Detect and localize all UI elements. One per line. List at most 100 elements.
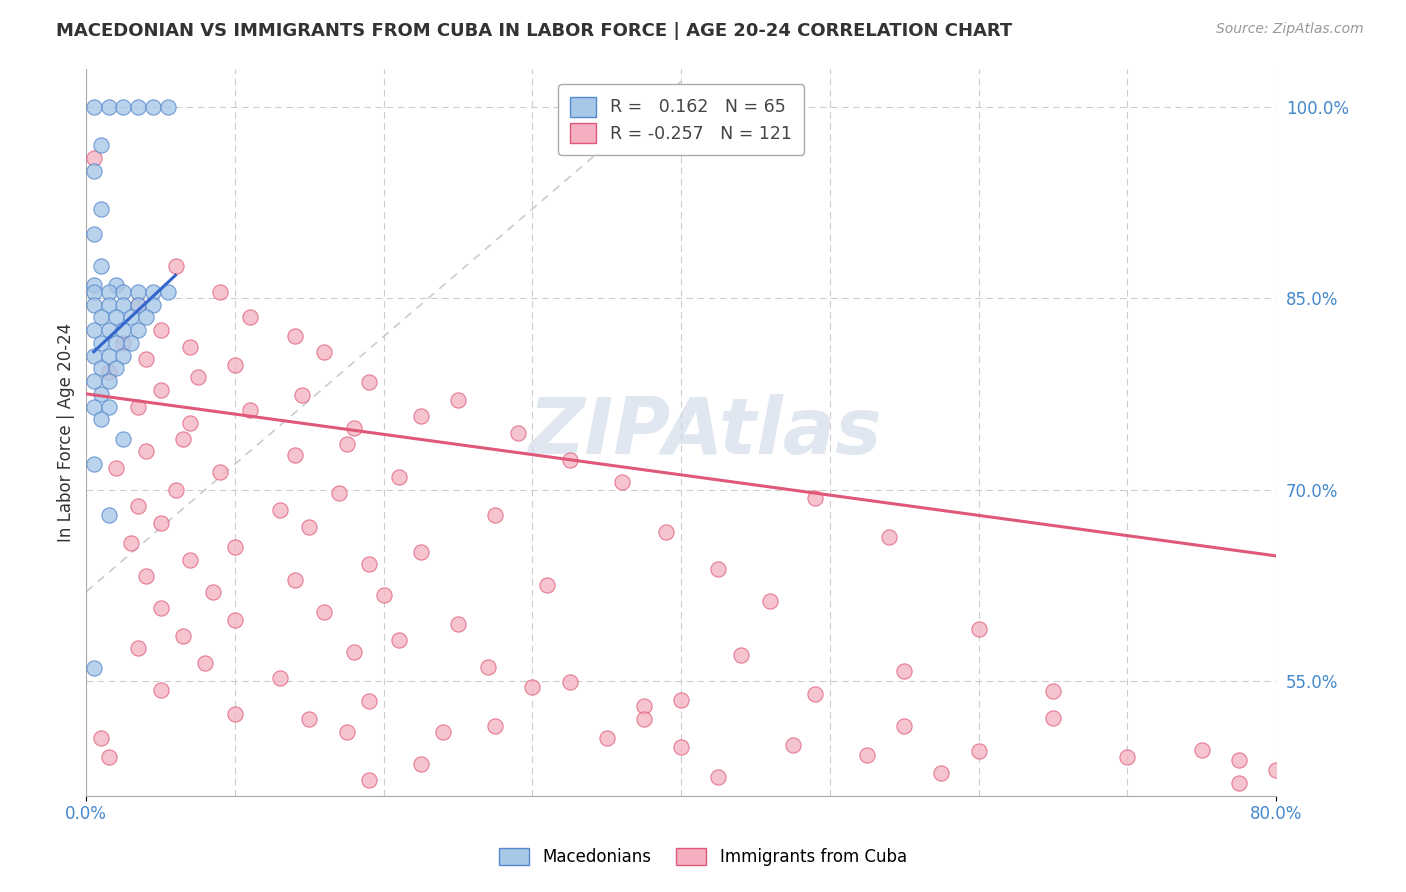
Point — [484, 508, 506, 522]
Point — [1042, 711, 1064, 725]
Point — [157, 100, 180, 114]
Point — [759, 593, 782, 607]
Point — [83, 100, 105, 114]
Point — [283, 573, 305, 587]
Point — [127, 297, 149, 311]
Point — [283, 329, 305, 343]
Point — [1116, 750, 1139, 764]
Point — [314, 605, 336, 619]
Point — [1227, 753, 1250, 767]
Point — [239, 310, 262, 325]
Point — [179, 416, 201, 430]
Point — [298, 519, 321, 533]
Point — [127, 323, 149, 337]
Point — [707, 770, 730, 784]
Point — [804, 687, 827, 701]
Point — [707, 562, 730, 576]
Point — [409, 409, 432, 423]
Point — [142, 285, 165, 299]
Point — [149, 383, 172, 397]
Point — [596, 731, 619, 746]
Point — [931, 765, 953, 780]
Point — [90, 387, 112, 401]
Point — [298, 712, 321, 726]
Point — [179, 552, 201, 566]
Point — [343, 644, 366, 658]
Point — [669, 740, 692, 755]
Point — [165, 260, 187, 274]
Point — [90, 310, 112, 325]
Point — [127, 499, 149, 513]
Point — [879, 530, 901, 544]
Point — [127, 640, 149, 655]
Point — [149, 516, 172, 530]
Point — [409, 756, 432, 771]
Point — [97, 400, 120, 414]
Point — [893, 718, 915, 732]
Point — [112, 349, 135, 363]
Point — [209, 285, 232, 299]
Point — [83, 374, 105, 388]
Point — [730, 648, 752, 663]
Point — [335, 725, 357, 739]
Point — [536, 578, 558, 592]
Point — [388, 470, 411, 484]
Point — [127, 297, 149, 311]
Point — [893, 664, 915, 678]
Point — [90, 412, 112, 426]
Point — [97, 349, 120, 363]
Point — [83, 400, 105, 414]
Point — [120, 335, 142, 350]
Point — [224, 358, 246, 372]
Point — [224, 540, 246, 554]
Point — [135, 444, 157, 458]
Point — [967, 622, 990, 636]
Point — [97, 323, 120, 337]
Point — [112, 100, 135, 114]
Point — [112, 297, 135, 311]
Point — [373, 589, 395, 603]
Point — [97, 285, 120, 299]
Point — [90, 202, 112, 216]
Point — [432, 725, 454, 739]
Point — [135, 310, 157, 325]
Point — [83, 227, 105, 242]
Point — [97, 297, 120, 311]
Point — [201, 584, 224, 599]
Point — [357, 376, 380, 390]
Point — [83, 297, 105, 311]
Point — [112, 432, 135, 446]
Point — [291, 388, 314, 402]
Point — [97, 100, 120, 114]
Point — [856, 747, 879, 762]
Point — [105, 335, 128, 350]
Point — [484, 718, 506, 732]
Point — [112, 323, 135, 337]
Point — [224, 707, 246, 722]
Point — [239, 403, 262, 417]
Point — [558, 453, 581, 467]
Point — [669, 693, 692, 707]
Point — [172, 629, 194, 643]
Point — [157, 285, 180, 299]
Legend: Macedonians, Immigrants from Cuba: Macedonians, Immigrants from Cuba — [491, 840, 915, 875]
Point — [409, 545, 432, 559]
Point — [90, 361, 112, 376]
Text: Source: ZipAtlas.com: Source: ZipAtlas.com — [1216, 22, 1364, 37]
Point — [209, 465, 232, 479]
Point — [328, 486, 350, 500]
Point — [90, 731, 112, 746]
Point — [142, 297, 165, 311]
Point — [149, 601, 172, 615]
Point — [97, 750, 120, 764]
Point — [335, 436, 357, 450]
Point — [357, 773, 380, 788]
Point — [522, 681, 544, 695]
Point — [142, 100, 165, 114]
Point — [967, 744, 990, 758]
Point — [149, 682, 172, 697]
Point — [105, 278, 128, 293]
Point — [1227, 776, 1250, 790]
Point — [610, 475, 633, 489]
Point — [506, 426, 529, 441]
